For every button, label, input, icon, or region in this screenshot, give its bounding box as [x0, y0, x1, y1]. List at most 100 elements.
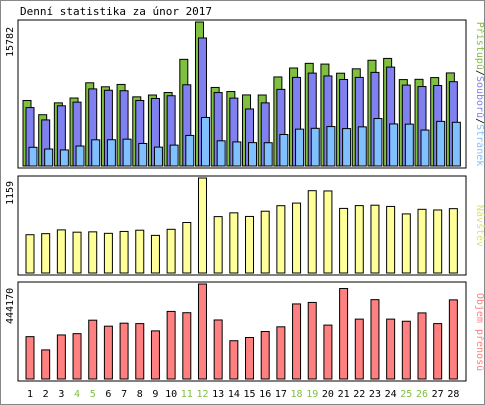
x-tick-label-day-21: 21: [338, 389, 350, 400]
bar-visits-day-1: [25, 234, 35, 274]
bar-volume-day-20: [323, 324, 333, 380]
bar-pages-day-18: [295, 128, 305, 167]
bar-visits-day-18: [292, 202, 302, 274]
legend-item-visits: Návštěv: [474, 205, 485, 247]
bar-volume-day-19: [307, 301, 317, 380]
bar-volume-day-7: [119, 322, 129, 380]
x-tick-label-day-11: 11: [181, 389, 193, 400]
panel-visits: 1159 Návštěv: [5, 175, 485, 276]
bar-visits-day-4: [72, 231, 82, 274]
chart-title: Denní statistika za únor 2017: [20, 5, 212, 18]
bar-pages-day-12: [200, 116, 210, 167]
bar-visits-day-11: [182, 222, 192, 274]
x-tick-label-day-24: 24: [385, 389, 397, 400]
legend-item-files: Souborů: [474, 76, 485, 118]
bar-pages-day-19: [310, 127, 320, 167]
bar-pages-day-24: [389, 123, 399, 167]
bar-pages-day-5: [91, 139, 101, 167]
bar-volume-day-21: [339, 288, 349, 380]
panel-frame-3: [17, 281, 467, 382]
x-tick-label-day-14: 14: [228, 389, 240, 400]
bar-pages-day-25: [404, 123, 414, 167]
legend-item-volume: Objem přenosů: [474, 293, 485, 371]
bar-visits-day-10: [166, 228, 176, 274]
bar-visits-day-12: [197, 177, 207, 274]
bar-visits-day-2: [41, 233, 51, 274]
bar-pages-day-14: [232, 141, 242, 167]
bar-visits-day-6: [103, 232, 113, 274]
bar-visits-day-17: [276, 205, 286, 274]
bar-volume-day-5: [88, 319, 98, 380]
bar-visits-day-20: [323, 190, 333, 274]
bar-pages-day-2: [44, 148, 54, 167]
bar-volume-day-16: [260, 331, 270, 380]
bar-pages-day-9: [153, 146, 163, 167]
x-tick-label-day-2: 2: [43, 389, 49, 400]
panel-volume: 444170 Objem přenosů: [5, 281, 485, 382]
bar-visits-day-14: [229, 212, 239, 274]
bar-visits-day-3: [56, 229, 66, 274]
bar-visits-day-26: [417, 208, 427, 274]
bar-pages-day-6: [106, 139, 116, 167]
legend-item-pages: Stránek: [474, 124, 485, 166]
bar-pages-day-15: [248, 142, 258, 167]
x-tick-label-day-1: 1: [27, 389, 33, 400]
bar-volume-day-27: [433, 323, 443, 380]
bar-volume-day-3: [56, 334, 66, 380]
bar-volume-day-15: [245, 337, 255, 380]
bar-pages-day-22: [357, 126, 367, 167]
bar-visits-day-25: [401, 213, 411, 274]
y-max-label-visits: 1159: [5, 181, 16, 205]
y-max-label-hits: 15782: [5, 27, 16, 57]
bar-pages-day-21: [342, 128, 352, 167]
bar-pages-day-17: [279, 134, 289, 167]
bar-pages-day-7: [122, 138, 132, 167]
x-tick-label-day-6: 6: [105, 389, 111, 400]
x-tick-label-day-23: 23: [369, 389, 381, 400]
bar-visits-day-21: [339, 207, 349, 274]
x-tick-label-day-4: 4: [74, 389, 80, 400]
x-tick-label-day-17: 17: [275, 389, 287, 400]
bar-volume-day-26: [417, 312, 427, 380]
bar-volume-day-2: [41, 349, 51, 380]
bar-pages-day-1: [28, 146, 38, 167]
bar-pages-day-8: [138, 142, 148, 167]
bar-volume-day-18: [292, 303, 302, 380]
x-tick-label-day-15: 15: [243, 389, 255, 400]
bar-pages-day-23: [373, 118, 383, 167]
x-tick-label-day-19: 19: [306, 389, 318, 400]
bar-volume-day-1: [25, 336, 35, 380]
bar-visits-day-27: [433, 209, 443, 274]
x-tick-label-day-5: 5: [90, 389, 96, 400]
x-tick-label-day-20: 20: [322, 389, 334, 400]
x-tick-label-day-13: 13: [212, 389, 224, 400]
bar-pages-day-13: [216, 140, 226, 167]
legend-hits-files-pages: Přístupů/Souborů/Stránek: [474, 22, 485, 167]
bar-volume-day-13: [213, 319, 223, 380]
x-tick-label-day-9: 9: [152, 389, 158, 400]
legend-visits: Návštěv: [474, 205, 485, 247]
x-tick-label-day-16: 16: [259, 389, 271, 400]
bar-visits-day-15: [245, 215, 255, 274]
bar-volume-day-6: [103, 325, 113, 380]
bar-pages-day-3: [59, 149, 69, 167]
bar-volume-day-28: [448, 299, 458, 380]
x-tick-label-day-7: 7: [121, 389, 127, 400]
x-tick-label-day-18: 18: [291, 389, 303, 400]
bar-pages-day-28: [451, 121, 461, 167]
bar-visits-day-16: [260, 210, 270, 274]
legend-item-hits: Přístupů: [474, 22, 485, 70]
bar-volume-day-12: [197, 283, 207, 380]
panel-frame-2: [17, 175, 467, 276]
bar-volume-day-17: [276, 326, 286, 380]
x-tick-label-day-12: 12: [196, 389, 208, 400]
bar-visits-day-19: [307, 190, 317, 274]
x-tick-label-day-27: 27: [432, 389, 444, 400]
y-max-label-volume: 444170: [5, 288, 16, 324]
bar-visits-day-9: [150, 234, 160, 274]
x-tick-label-day-8: 8: [137, 389, 143, 400]
bar-volume-day-11: [182, 312, 192, 380]
panel-hits-files-pages: 15782 Přístupů/Souborů/Stránek: [5, 19, 485, 169]
bars-visits: [25, 177, 458, 274]
